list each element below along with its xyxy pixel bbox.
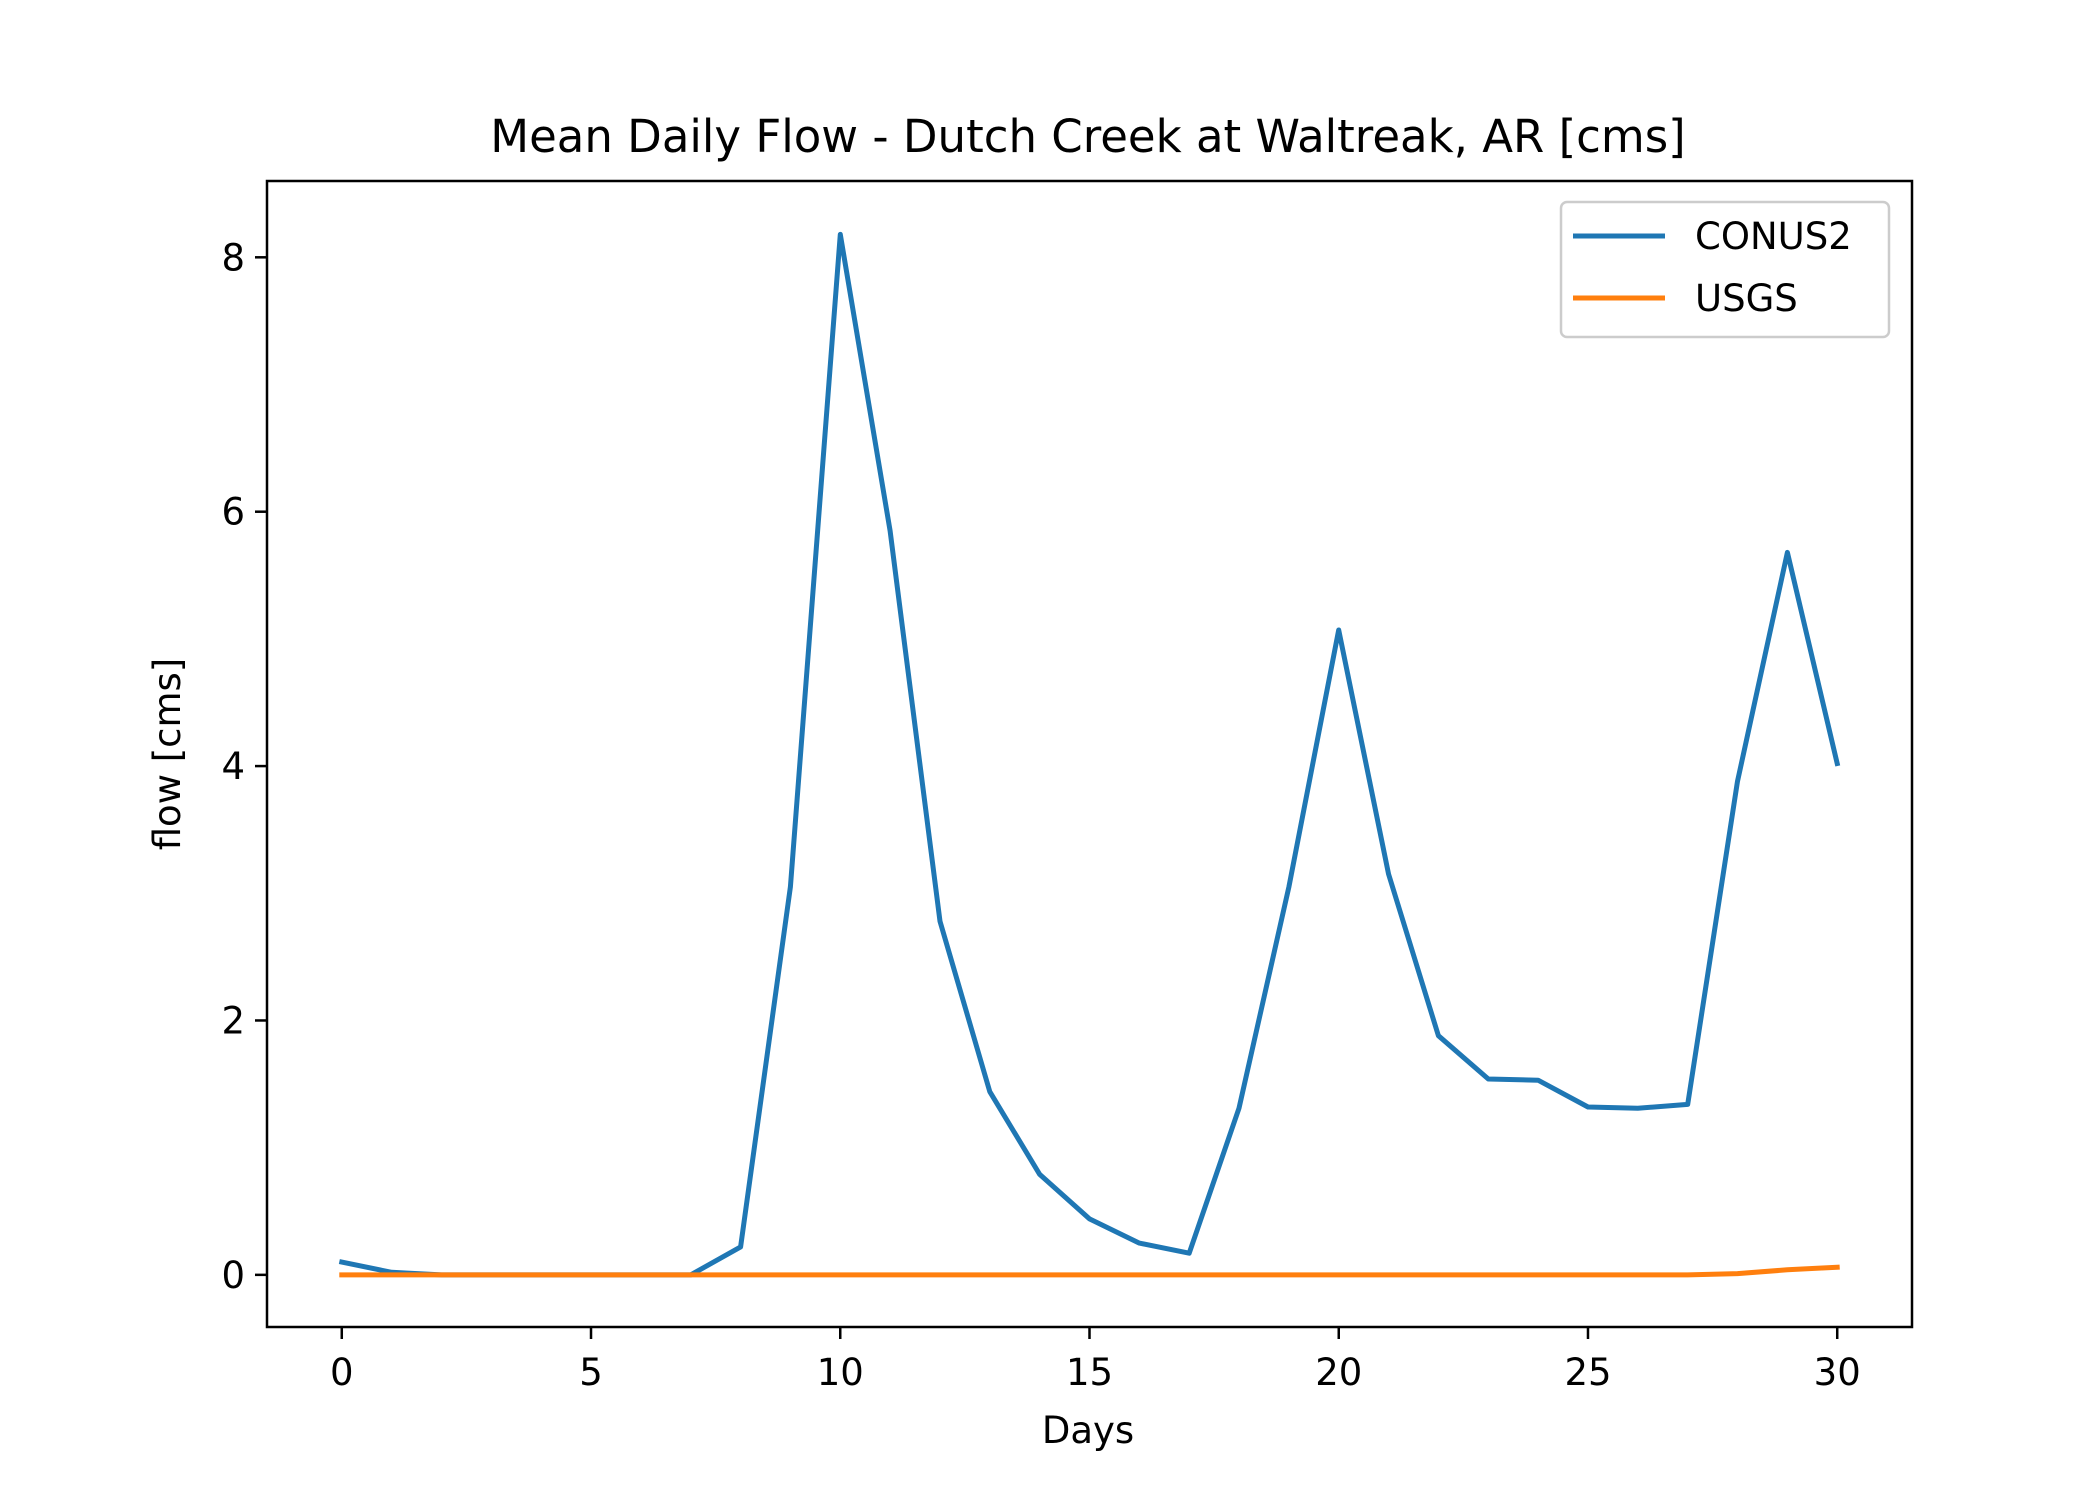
y-tick-label: 2 bbox=[221, 999, 245, 1042]
legend-label-usgs: USGS bbox=[1695, 277, 1798, 320]
y-tick-label: 6 bbox=[221, 491, 245, 534]
x-tick-label: 10 bbox=[817, 1351, 864, 1394]
y-axis-label: flow [cms] bbox=[146, 658, 189, 851]
plot-frame bbox=[265, 179, 1914, 1329]
y-tick-label: 4 bbox=[221, 745, 245, 788]
series-line-usgs bbox=[339, 1264, 1840, 1278]
x-tick-label: 15 bbox=[1066, 1351, 1113, 1394]
x-axis-label: Days bbox=[1042, 1409, 1134, 1452]
plot-area bbox=[338, 231, 1841, 1278]
y-axis: 0 2 4 6 8 bbox=[221, 236, 267, 1297]
y-tick-label: 8 bbox=[221, 236, 245, 279]
legend: CONUS2 USGS bbox=[1559, 200, 1891, 339]
series-line-conus2 bbox=[338, 231, 1841, 1278]
x-axis: 0 5 10 15 20 25 30 bbox=[330, 1327, 1861, 1394]
x-tick-label: 30 bbox=[1814, 1351, 1861, 1394]
x-tick-label: 20 bbox=[1315, 1351, 1362, 1394]
x-tick-label: 0 bbox=[330, 1351, 354, 1394]
chart-title: Mean Daily Flow - Dutch Creek at Waltrea… bbox=[490, 110, 1686, 163]
x-tick-label: 25 bbox=[1564, 1351, 1611, 1394]
y-tick-label: 0 bbox=[221, 1254, 245, 1297]
x-tick-label: 5 bbox=[579, 1351, 603, 1394]
legend-label-conus2: CONUS2 bbox=[1695, 215, 1852, 258]
